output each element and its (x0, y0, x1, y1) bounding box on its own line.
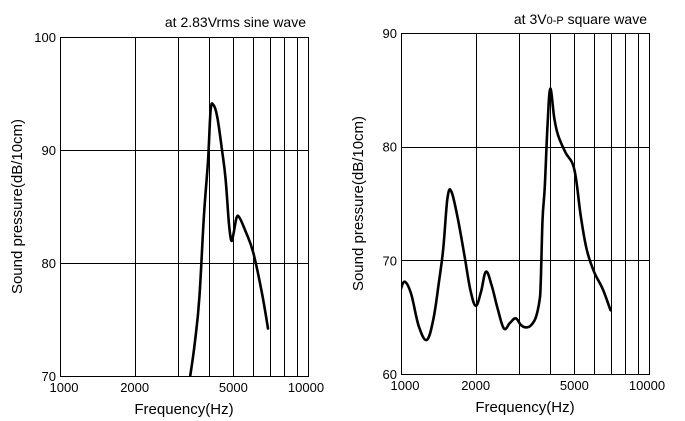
x-tick-label: 10000 (288, 380, 324, 395)
chart-annotation: at 2.83Vrms sine wave (165, 14, 306, 30)
y-tick-label: 80 (42, 256, 56, 271)
y-tick-label: 60 (383, 367, 397, 382)
y-tick-label: 70 (42, 369, 56, 384)
x-axis-title: Frequency(Hz) (134, 401, 233, 418)
y-tick-label: 80 (383, 140, 397, 155)
series-line-1 (188, 102, 270, 376)
x-tick-label: 1000 (391, 378, 420, 393)
y-axis-title: Sound pressure(dB/10cm) (9, 119, 26, 294)
y-tick-label: 100 (34, 30, 56, 45)
x-tick-label: 5000 (560, 378, 589, 393)
y-tick-label: 90 (383, 26, 397, 41)
plot-frame (59, 36, 310, 378)
x-tick-label: 2000 (461, 378, 490, 393)
chart-annotation: at 3V0-P square wave (514, 11, 647, 27)
x-tick-label: 1000 (50, 380, 79, 395)
x-axis-title: Frequency(Hz) (475, 399, 574, 416)
plot-frame (400, 32, 651, 376)
x-tick-label: 10000 (629, 378, 665, 393)
x-tick-label: 2000 (120, 380, 149, 395)
y-axis-title: Sound pressure(dB/10cm) (350, 116, 367, 291)
chart-panel-1: 70 80 90 100 1000 2000 5000 10000 at 2.83Vrms si… (9, 14, 324, 418)
y-tick-label: 90 (42, 143, 56, 158)
series-line-1 (401, 87, 612, 342)
y-tick-label: 70 (383, 253, 397, 268)
chart-panel-2: 60 70 80 90 1000 2000 5000 10000 at 3V0-P square… (350, 11, 665, 416)
x-tick-label: 5000 (219, 380, 248, 395)
